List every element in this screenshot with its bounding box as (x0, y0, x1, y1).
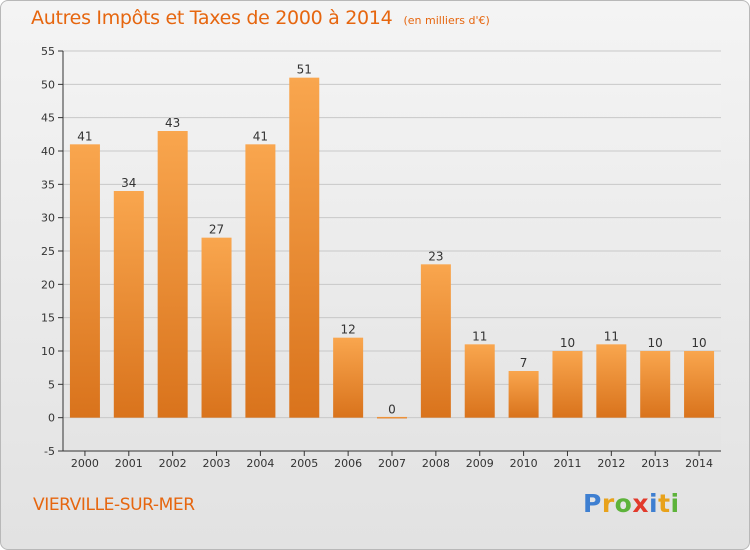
bar-value-label: 10 (648, 336, 663, 350)
chart-unit: (en milliers d'€) (403, 14, 490, 27)
x-tick-label: 2002 (159, 457, 187, 470)
y-tick-label: -5 (44, 445, 55, 458)
bar (201, 237, 232, 418)
bar-value-label: 11 (604, 329, 619, 343)
x-tick-label: 2000 (71, 457, 99, 470)
bar (420, 264, 451, 418)
x-tick-label: 2011 (553, 457, 581, 470)
y-tick-label: 30 (41, 212, 55, 225)
x-tick-label: 2012 (597, 457, 625, 470)
proxiti-logo[interactable]: Proxiti (583, 489, 680, 518)
bar (157, 131, 188, 418)
logo-letter: i (670, 489, 680, 518)
logo-letter: r (601, 489, 615, 518)
bar (245, 144, 276, 418)
bar-value-label: 12 (340, 323, 355, 337)
bar (508, 371, 539, 418)
x-tick-label: 2001 (115, 457, 143, 470)
y-tick-label: 55 (41, 45, 55, 58)
chart-title: Autres Impôts et Taxes de 2000 à 2014 (31, 7, 393, 29)
y-tick-label: 25 (41, 245, 55, 258)
bar-value-label: 27 (209, 223, 224, 237)
bar (464, 344, 495, 418)
x-tick-label: 2004 (246, 457, 274, 470)
bars (69, 77, 715, 419)
y-tick-label: 10 (41, 345, 55, 358)
logo-letter: i (649, 489, 659, 518)
y-tick-label: 20 (41, 278, 55, 291)
bar-value-label: 51 (297, 63, 312, 77)
bar-value-label: 23 (428, 249, 443, 263)
bar-value-label: 43 (165, 116, 180, 130)
x-tick-label: 2003 (203, 457, 231, 470)
bar (289, 77, 320, 418)
bar-value-label: 10 (691, 336, 706, 350)
logo-letter: x (632, 489, 649, 518)
x-tick-label: 2009 (466, 457, 494, 470)
y-tick-label: 15 (41, 312, 55, 325)
bar (552, 351, 583, 418)
y-tick-label: 45 (41, 112, 55, 125)
x-tick-label: 2006 (334, 457, 362, 470)
x-tick-label: 2010 (510, 457, 538, 470)
bar (377, 416, 407, 419)
bar-value-label: 41 (253, 129, 268, 143)
bar-value-label: 34 (121, 176, 136, 190)
bar (333, 337, 364, 418)
bar-value-label: 11 (472, 329, 487, 343)
chart-title-row: Autres Impôts et Taxes de 2000 à 2014 (e… (31, 7, 490, 29)
x-tick-label: 2008 (422, 457, 450, 470)
bar-value-label: 7 (520, 356, 528, 370)
logo-letter: t (658, 489, 671, 518)
x-tick-label: 2013 (641, 457, 669, 470)
bar (113, 191, 144, 418)
logo-letter: o (614, 489, 633, 518)
bar (684, 351, 715, 418)
y-tick-label: 50 (41, 78, 55, 91)
x-tick-label: 2014 (685, 457, 713, 470)
y-tick-label: 0 (48, 412, 55, 425)
bar-value-label: 10 (560, 336, 575, 350)
bar-value-label: 41 (77, 129, 92, 143)
y-tick-label: 40 (41, 145, 55, 158)
x-tick-label: 2007 (378, 457, 406, 470)
bar (640, 351, 671, 418)
bar-value-label: 0 (388, 403, 396, 417)
y-tick-label: 5 (48, 378, 55, 391)
labels: 41 34 43 27 41 51 12 0 23 11 7 10 11 10 10 (77, 63, 706, 417)
bar (69, 144, 100, 418)
y-tick-label: 35 (41, 178, 55, 191)
logo-letter: P (583, 489, 602, 518)
bar (596, 344, 627, 418)
x-tick-label: 2005 (290, 457, 318, 470)
commune-name: VIERVILLE-SUR-MER (33, 495, 195, 515)
